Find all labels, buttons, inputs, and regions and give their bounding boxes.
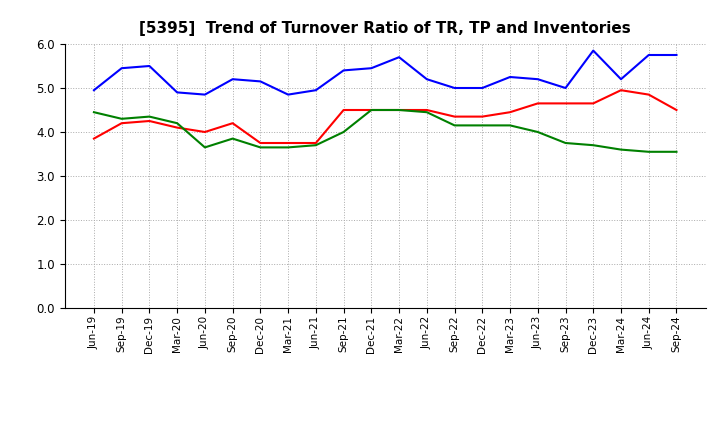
Trade Receivables — [145, 118, 154, 124]
Trade Payables — [561, 85, 570, 91]
Trade Payables — [644, 52, 653, 58]
Trade Payables — [589, 48, 598, 53]
Trade Payables — [145, 63, 154, 69]
Trade Receivables — [173, 125, 181, 130]
Inventories — [423, 110, 431, 115]
Trade Payables — [173, 90, 181, 95]
Inventories — [644, 149, 653, 154]
Trade Payables — [284, 92, 292, 97]
Inventories — [534, 129, 542, 135]
Inventories — [228, 136, 237, 141]
Trade Payables — [339, 68, 348, 73]
Trade Payables — [395, 55, 403, 60]
Inventories — [616, 147, 625, 152]
Inventories — [478, 123, 487, 128]
Inventories — [450, 123, 459, 128]
Trade Receivables — [505, 110, 514, 115]
Line: Trade Receivables: Trade Receivables — [94, 90, 677, 143]
Trade Receivables — [117, 121, 126, 126]
Trade Payables — [117, 66, 126, 71]
Trade Receivables — [589, 101, 598, 106]
Inventories — [589, 143, 598, 148]
Inventories — [284, 145, 292, 150]
Trade Receivables — [395, 107, 403, 113]
Inventories — [561, 140, 570, 146]
Trade Receivables — [672, 107, 681, 113]
Trade Receivables — [367, 107, 376, 113]
Inventories — [672, 149, 681, 154]
Inventories — [505, 123, 514, 128]
Trade Payables — [450, 85, 459, 91]
Trade Receivables — [561, 101, 570, 106]
Inventories — [145, 114, 154, 119]
Trade Payables — [672, 52, 681, 58]
Trade Receivables — [89, 136, 98, 141]
Trade Payables — [256, 79, 265, 84]
Trade Payables — [228, 77, 237, 82]
Inventories — [312, 143, 320, 148]
Trade Receivables — [644, 92, 653, 97]
Inventories — [339, 129, 348, 135]
Trade Payables — [367, 66, 376, 71]
Line: Trade Payables: Trade Payables — [94, 51, 677, 95]
Trade Receivables — [256, 140, 265, 146]
Trade Payables — [505, 74, 514, 80]
Trade Payables — [201, 92, 210, 97]
Trade Receivables — [616, 88, 625, 93]
Inventories — [256, 145, 265, 150]
Trade Receivables — [450, 114, 459, 119]
Trade Payables — [478, 85, 487, 91]
Trade Receivables — [201, 129, 210, 135]
Trade Payables — [616, 77, 625, 82]
Trade Receivables — [534, 101, 542, 106]
Trade Receivables — [284, 140, 292, 146]
Title: [5395]  Trend of Turnover Ratio of TR, TP and Inventories: [5395] Trend of Turnover Ratio of TR, TP… — [140, 21, 631, 36]
Trade Payables — [534, 77, 542, 82]
Trade Receivables — [339, 107, 348, 113]
Trade Payables — [312, 88, 320, 93]
Inventories — [367, 107, 376, 113]
Inventories — [89, 110, 98, 115]
Line: Inventories: Inventories — [94, 110, 677, 152]
Inventories — [395, 107, 403, 113]
Trade Receivables — [423, 107, 431, 113]
Trade Receivables — [312, 140, 320, 146]
Trade Payables — [89, 88, 98, 93]
Trade Payables — [423, 77, 431, 82]
Trade Receivables — [228, 121, 237, 126]
Inventories — [173, 121, 181, 126]
Inventories — [201, 145, 210, 150]
Trade Receivables — [478, 114, 487, 119]
Inventories — [117, 116, 126, 121]
